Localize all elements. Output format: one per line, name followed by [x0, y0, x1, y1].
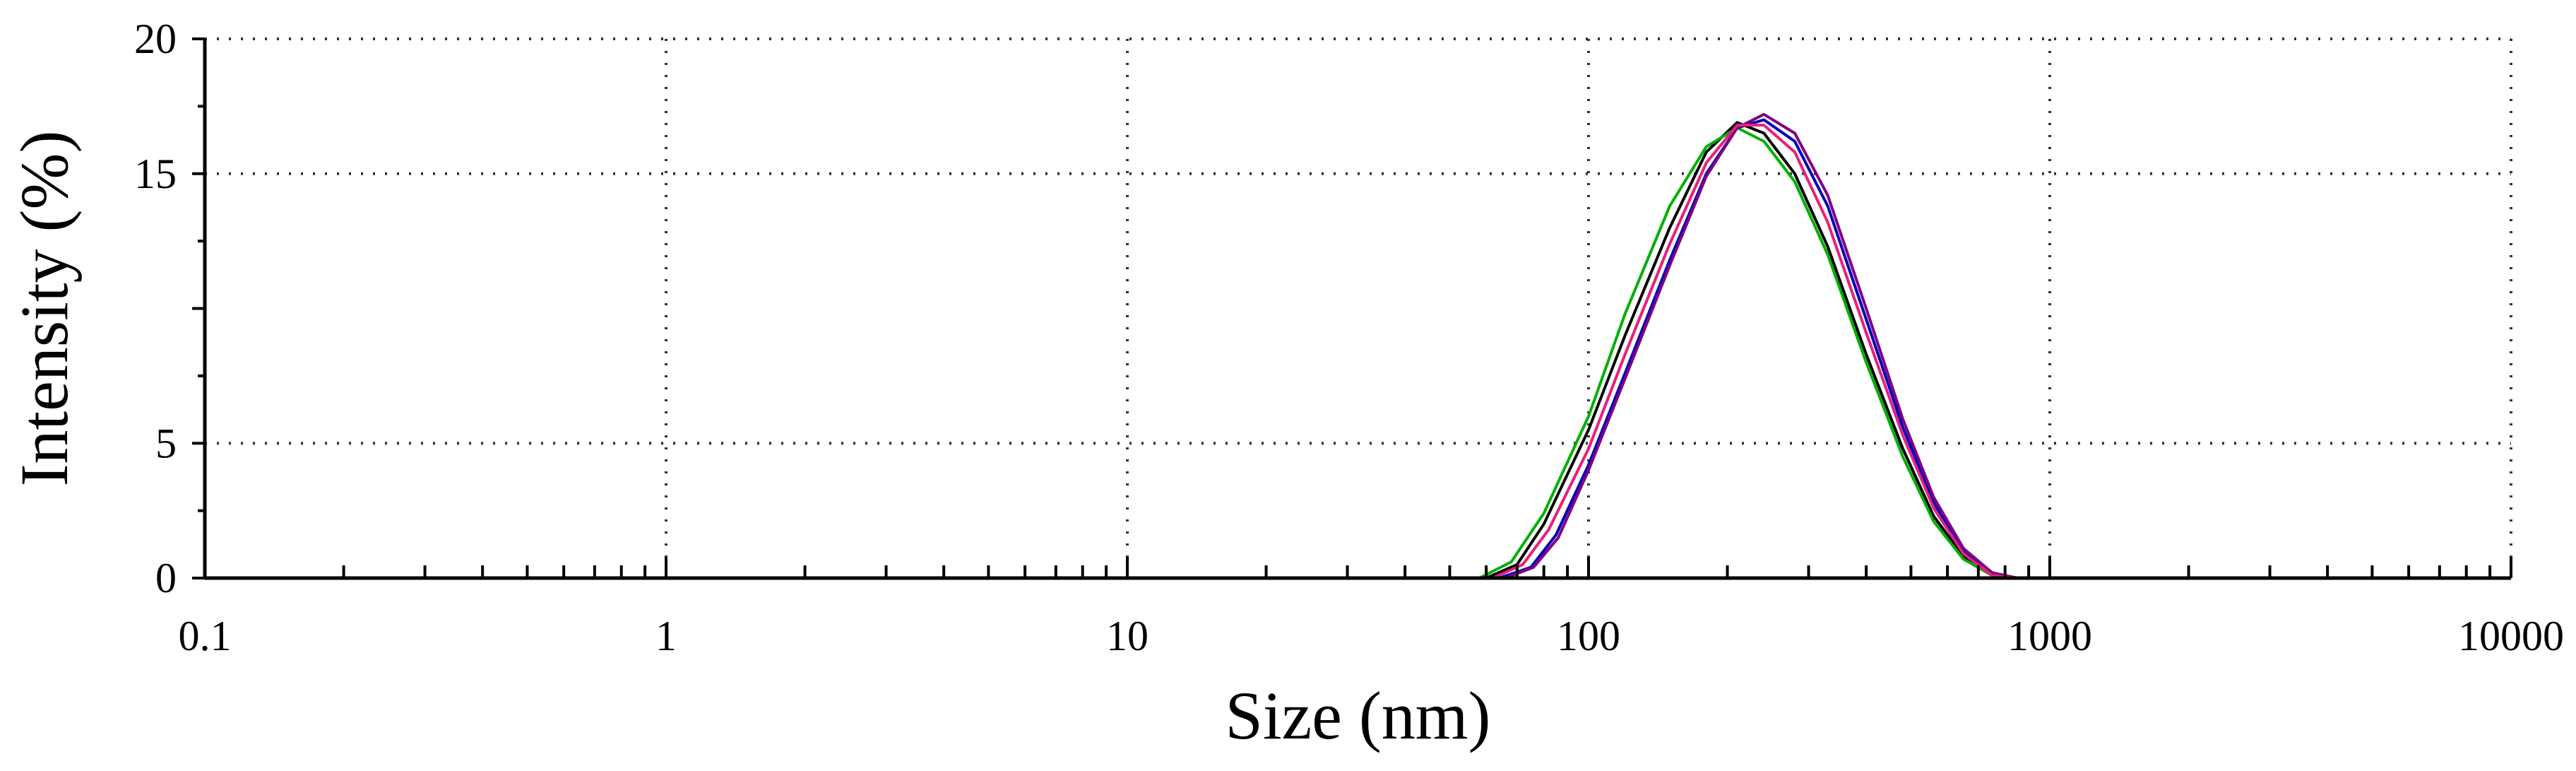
series-line-5: [343, 124, 2511, 579]
x-tick-label: 10000: [2458, 613, 2564, 659]
tick-marks: [192, 37, 2512, 579]
x-tick-label: 100: [1557, 613, 1620, 659]
y-tick-label: 20: [134, 16, 177, 62]
y-tick-label: 0: [155, 555, 177, 601]
x-tick-label: 1000: [2007, 613, 2092, 659]
y-axis-title: Intensity (%): [6, 131, 82, 487]
series-line-2: [343, 126, 2511, 579]
y-tick-label: 15: [134, 151, 177, 197]
series-line-4: [343, 112, 2511, 579]
x-tick-label: 0.1: [179, 613, 232, 659]
x-tick-label: 1: [655, 613, 677, 659]
x-tick-label: 10: [1106, 613, 1148, 659]
x-axis-title: Size (nm): [1225, 678, 1491, 753]
series-layer: [343, 112, 2511, 579]
y-tick-labels: 0 5 15 20: [134, 16, 177, 601]
grid-lines: [205, 37, 2512, 578]
x-tick-labels: 0.1 1 10 100 1000 10000: [179, 613, 2565, 659]
series-line-1: [343, 121, 2511, 579]
y-tick-label: 5: [155, 420, 177, 466]
series-line-3: [343, 118, 2511, 579]
